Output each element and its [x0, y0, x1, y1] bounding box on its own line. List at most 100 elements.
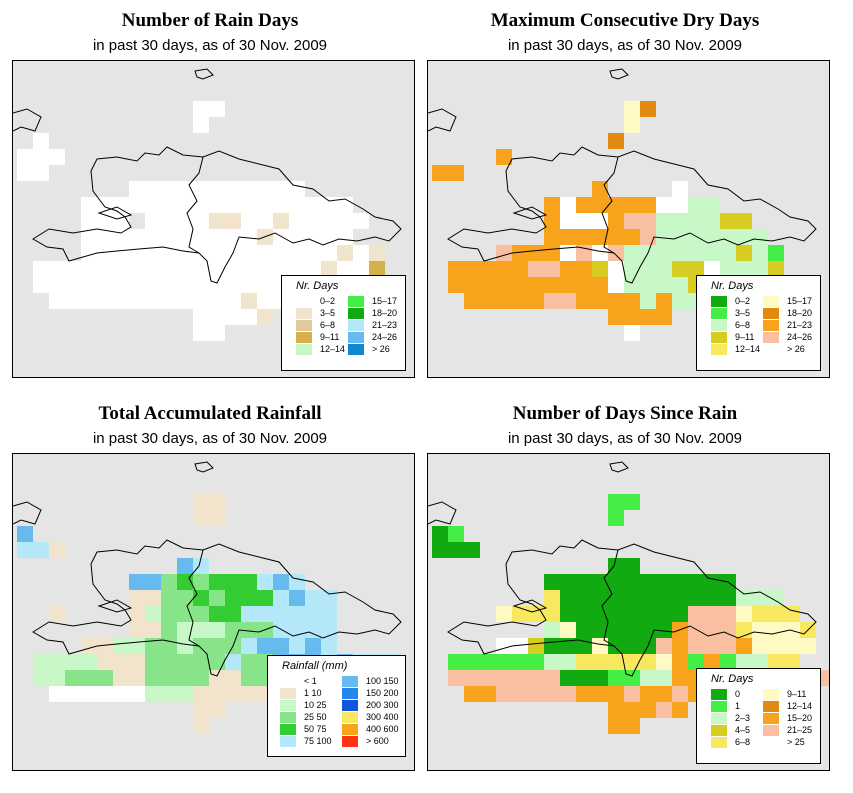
grid-cell	[129, 654, 145, 670]
grid-cell	[608, 718, 624, 734]
grid-cell	[656, 670, 672, 686]
grid-cell	[129, 638, 145, 654]
grid-cell	[480, 293, 496, 309]
grid-cell	[496, 277, 512, 293]
grid-cell	[608, 654, 624, 670]
grid-cell	[768, 654, 784, 670]
grid-cell	[624, 245, 640, 261]
grid-cell	[592, 245, 608, 261]
grid-cell	[193, 622, 209, 638]
grid-cell	[97, 229, 113, 245]
grid-cell	[209, 325, 225, 341]
grid-cell	[752, 245, 768, 261]
panel-max-dry-days: Maximum Consecutive Dry Days in past 30 …	[415, 0, 835, 385]
grid-cell	[656, 654, 672, 670]
legend-label: 24–26	[372, 332, 398, 342]
grid-cell	[65, 277, 81, 293]
legend-swatch	[711, 296, 727, 307]
grid-cell	[688, 654, 704, 670]
legend-label: 12–14	[320, 344, 346, 354]
grid-cell	[145, 245, 161, 261]
legend-swatch	[711, 737, 727, 748]
legend-swatch	[280, 724, 296, 735]
grid-cell	[752, 261, 768, 277]
grid-cell	[656, 638, 672, 654]
legend-label: 0–2	[320, 296, 336, 306]
grid-cell	[752, 638, 768, 654]
grid-cell	[353, 213, 369, 229]
legend-swatch	[296, 320, 312, 331]
legend-swatch	[711, 308, 727, 319]
grid-cell	[81, 670, 97, 686]
legend-label: 6–8	[320, 320, 336, 330]
grid-cell	[592, 670, 608, 686]
grid-cell	[496, 606, 512, 622]
grid-cell	[608, 309, 624, 325]
panel-subtitle: in past 30 days, as of 30 Nov. 2009	[92, 430, 328, 447]
grid-cell	[161, 229, 177, 245]
grid-cell	[432, 542, 448, 558]
grid-cell	[592, 261, 608, 277]
grid-cell	[592, 229, 608, 245]
grid-cell	[768, 622, 784, 638]
grid-cell	[608, 670, 624, 686]
grid-cell	[720, 590, 736, 606]
grid-cell	[257, 638, 273, 654]
grid-cell	[688, 574, 704, 590]
panel-subtitle: in past 30 days, as of 30 Nov. 2009	[507, 37, 743, 54]
grid-cell	[33, 670, 49, 686]
grid-cell	[624, 670, 640, 686]
legend-label: < 1	[304, 676, 317, 686]
grid-cell	[544, 229, 560, 245]
legend-swatch	[342, 724, 358, 735]
grid-cell	[225, 181, 241, 197]
grid-cell	[113, 197, 129, 213]
grid-cell	[193, 277, 209, 293]
grid-cell	[305, 245, 321, 261]
grid-cell	[17, 149, 33, 165]
grid-cell	[337, 245, 353, 261]
border-line	[601, 156, 619, 254]
legend: Rainfall (mm) < 1 1 10 10 25 25 50 50 75…	[267, 655, 406, 757]
grid-cell	[145, 181, 161, 197]
grid-cell	[273, 590, 289, 606]
grid-cell	[193, 197, 209, 213]
legend-swatch	[763, 308, 779, 319]
grid-cell	[640, 213, 656, 229]
grid-cell	[65, 670, 81, 686]
grid-cell	[576, 277, 592, 293]
grid-cell	[608, 606, 624, 622]
grid-cell	[544, 197, 560, 213]
grid-cell	[33, 149, 49, 165]
grid-cell	[512, 245, 528, 261]
grid-cell	[161, 622, 177, 638]
grid-cell	[209, 245, 225, 261]
grid-cell	[720, 213, 736, 229]
grid-cell	[273, 261, 289, 277]
grid-cell	[225, 606, 241, 622]
grid-cell	[576, 261, 592, 277]
grid-cell	[17, 165, 33, 181]
legend-label: > 600	[366, 736, 389, 746]
legend-label: 21–23	[372, 320, 398, 330]
grid-cell	[704, 590, 720, 606]
grid-cell	[97, 213, 113, 229]
grid-cell	[113, 638, 129, 654]
legend-label: 0–2	[735, 296, 751, 306]
grid-cell	[448, 277, 464, 293]
island-gonave	[512, 206, 548, 220]
island-coastline	[32, 146, 402, 284]
grid-cell	[560, 590, 576, 606]
grid-cell	[544, 590, 560, 606]
grid-cell	[624, 309, 640, 325]
legend-swatch	[348, 332, 364, 343]
grid-cell	[608, 686, 624, 702]
grid-cell	[560, 197, 576, 213]
grid-cell	[289, 606, 305, 622]
grid-cell	[608, 293, 624, 309]
grid-cell	[81, 654, 97, 670]
grid-cell	[305, 197, 321, 213]
grid-cell	[289, 197, 305, 213]
grid-cell	[177, 686, 193, 702]
legend-swatch	[296, 308, 312, 319]
